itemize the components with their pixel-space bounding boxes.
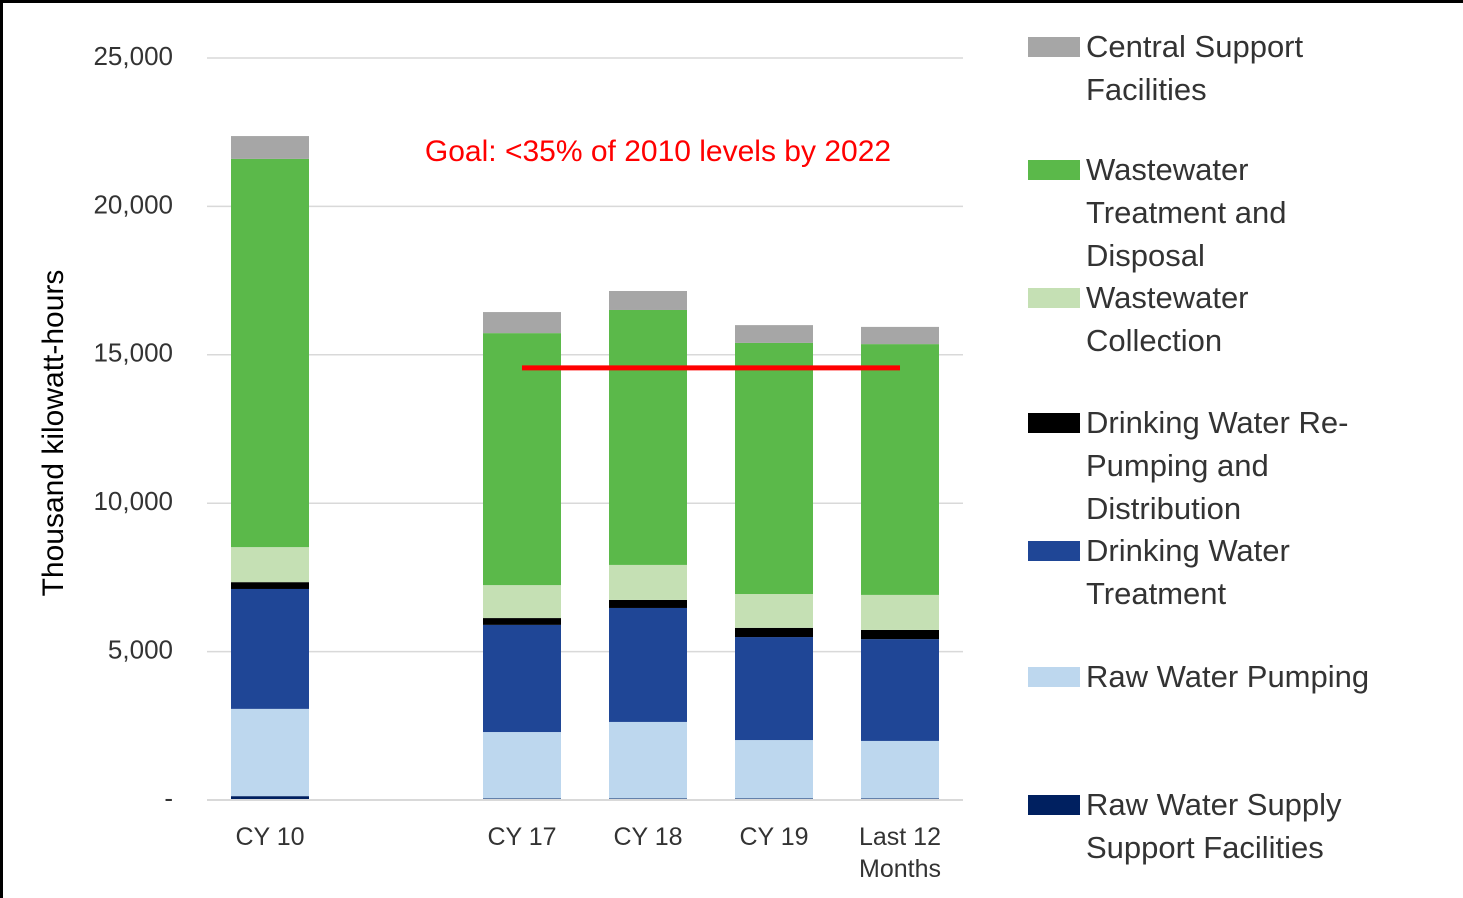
legend-swatch xyxy=(1028,795,1080,815)
bar-segment xyxy=(231,796,309,800)
bar-segment xyxy=(735,594,813,628)
bar-segment xyxy=(861,594,939,630)
y-tick-label: 15,000 xyxy=(93,338,173,368)
bar-segment xyxy=(483,618,561,625)
legend-item: Wastewater Treatment and Disposal xyxy=(1028,148,1376,277)
bar-segment xyxy=(861,639,939,741)
bar-segment xyxy=(609,290,687,310)
bar-segment xyxy=(231,158,309,548)
legend-label: Drinking Water Treatment xyxy=(1086,533,1290,611)
bar-segment xyxy=(735,637,813,741)
bar-segment xyxy=(735,740,813,799)
bar-segment xyxy=(483,585,561,619)
bar-segment xyxy=(609,309,687,565)
bar-segment xyxy=(231,547,309,583)
x-tick-label: CY 10 xyxy=(235,823,305,851)
bar-segment xyxy=(609,599,687,608)
bar-segment xyxy=(609,607,687,722)
bar-segment xyxy=(483,732,561,799)
bar-segment xyxy=(735,325,813,343)
y-tick-label: - xyxy=(164,783,173,813)
bar-segment xyxy=(231,588,309,709)
y-tick-label: 25,000 xyxy=(93,41,173,71)
legend-swatch xyxy=(1028,160,1080,180)
legend-label: Drinking Water Re-Pumping and Distributi… xyxy=(1086,405,1349,526)
legend-label: Raw Water Pumping xyxy=(1086,659,1370,694)
legend-swatch xyxy=(1028,541,1080,561)
bar-segment xyxy=(483,333,561,586)
legend-item: Raw Water Supply Support Facilities xyxy=(1028,783,1376,869)
legend-swatch xyxy=(1028,413,1080,433)
legend-label: Wastewater Treatment and Disposal xyxy=(1086,152,1287,273)
legend-label: Wastewater Collection xyxy=(1086,280,1249,358)
legend-label: Raw Water Supply Support Facilities xyxy=(1086,787,1342,865)
legend-item: Drinking Water Re-Pumping and Distributi… xyxy=(1028,401,1376,530)
bar-segment xyxy=(483,312,561,334)
legend-item: Central Support Facilities xyxy=(1028,25,1376,111)
legend-item: Drinking Water Treatment xyxy=(1028,529,1376,615)
x-tick-label: CY 18 xyxy=(613,823,683,851)
x-tick-label: CY 19 xyxy=(739,823,809,851)
bar-segment xyxy=(861,740,939,799)
y-tick-label: 20,000 xyxy=(93,189,173,219)
y-axis-label: Thousand kilowatt-hours xyxy=(37,270,70,597)
bar-segment xyxy=(609,564,687,600)
x-tick-label: CY 17 xyxy=(487,823,557,851)
y-tick-label: 10,000 xyxy=(93,486,173,516)
legend-swatch xyxy=(1028,667,1080,687)
legend-item: Wastewater Collection xyxy=(1028,276,1376,362)
bar-segment xyxy=(231,708,309,797)
legend-label: Central Support Facilities xyxy=(1086,29,1304,107)
y-tick-label: 5,000 xyxy=(108,634,173,664)
bar-segment xyxy=(231,136,309,159)
bar-segment xyxy=(483,624,561,733)
legend-swatch xyxy=(1028,288,1080,308)
legend-swatch xyxy=(1028,37,1080,57)
plot: Thousand kilowatt-hours Goal: <35% of 20… xyxy=(37,41,963,813)
grid xyxy=(207,57,963,801)
bar-segment xyxy=(861,629,939,640)
bar-segment xyxy=(735,342,813,595)
bar-segment xyxy=(861,344,939,595)
bar-segment xyxy=(735,627,813,638)
legend-item: Raw Water Pumping xyxy=(1028,655,1376,698)
bar-segment xyxy=(609,721,687,799)
x-tick-label: Last 12 Months xyxy=(858,823,941,883)
annotation: Goal: <35% of 2010 levels by 2022 xyxy=(425,135,891,168)
bar-segment xyxy=(861,326,939,345)
bar-segment xyxy=(231,582,309,589)
